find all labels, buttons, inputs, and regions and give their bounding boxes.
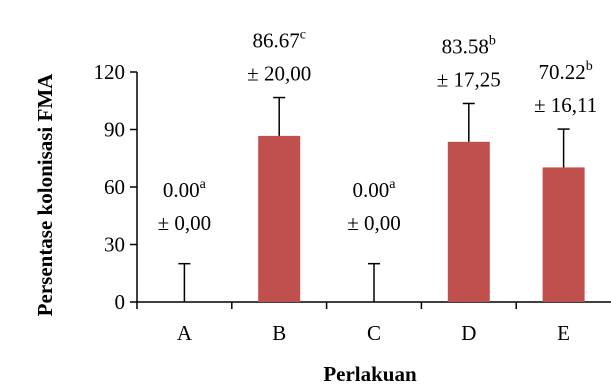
value-label: 83.58 [442,34,489,58]
value-label: 70.22 [538,60,585,84]
bar [542,167,585,302]
sd-label: ± 16,11 [534,93,597,117]
data-label: 70.22b [538,59,592,84]
data-label: 83.58b [442,33,496,58]
significance-letter: a [389,177,396,192]
x-tick-label: E [557,321,570,345]
bar [258,135,301,302]
value-label: 0.00 [163,178,200,202]
y-tick-label: 120 [94,60,126,84]
data-label: 0.00a [163,177,207,202]
value-label: 0.00 [353,178,390,202]
value-label: 86.67 [252,29,299,53]
y-tick-label: 0 [115,290,126,314]
x-tick-label: B [272,321,286,345]
significance-letter: b [586,59,593,74]
x-tick-label: D [461,321,476,345]
y-tick-label: 90 [104,118,125,142]
x-tick-label: C [367,321,381,345]
significance-letter: b [489,33,496,48]
sd-label: ± 20,00 [247,62,311,86]
data-label: 86.67c [252,28,305,53]
significance-letter: a [200,177,207,192]
data-label: 0.00a [353,177,397,202]
y-axis-title: Persentase kolonisasi FMA [33,73,57,316]
x-axis-title: Perlakuan [323,362,417,386]
sd-label: ± 17,25 [437,67,501,91]
bar [447,141,490,302]
y-tick-label: 30 [104,233,125,257]
sd-label: ± 0,00 [347,211,401,235]
significance-letter: c [300,28,306,43]
sd-label: ± 0,00 [158,211,212,235]
y-tick-label: 60 [104,175,125,199]
x-tick-label: A [177,321,193,345]
